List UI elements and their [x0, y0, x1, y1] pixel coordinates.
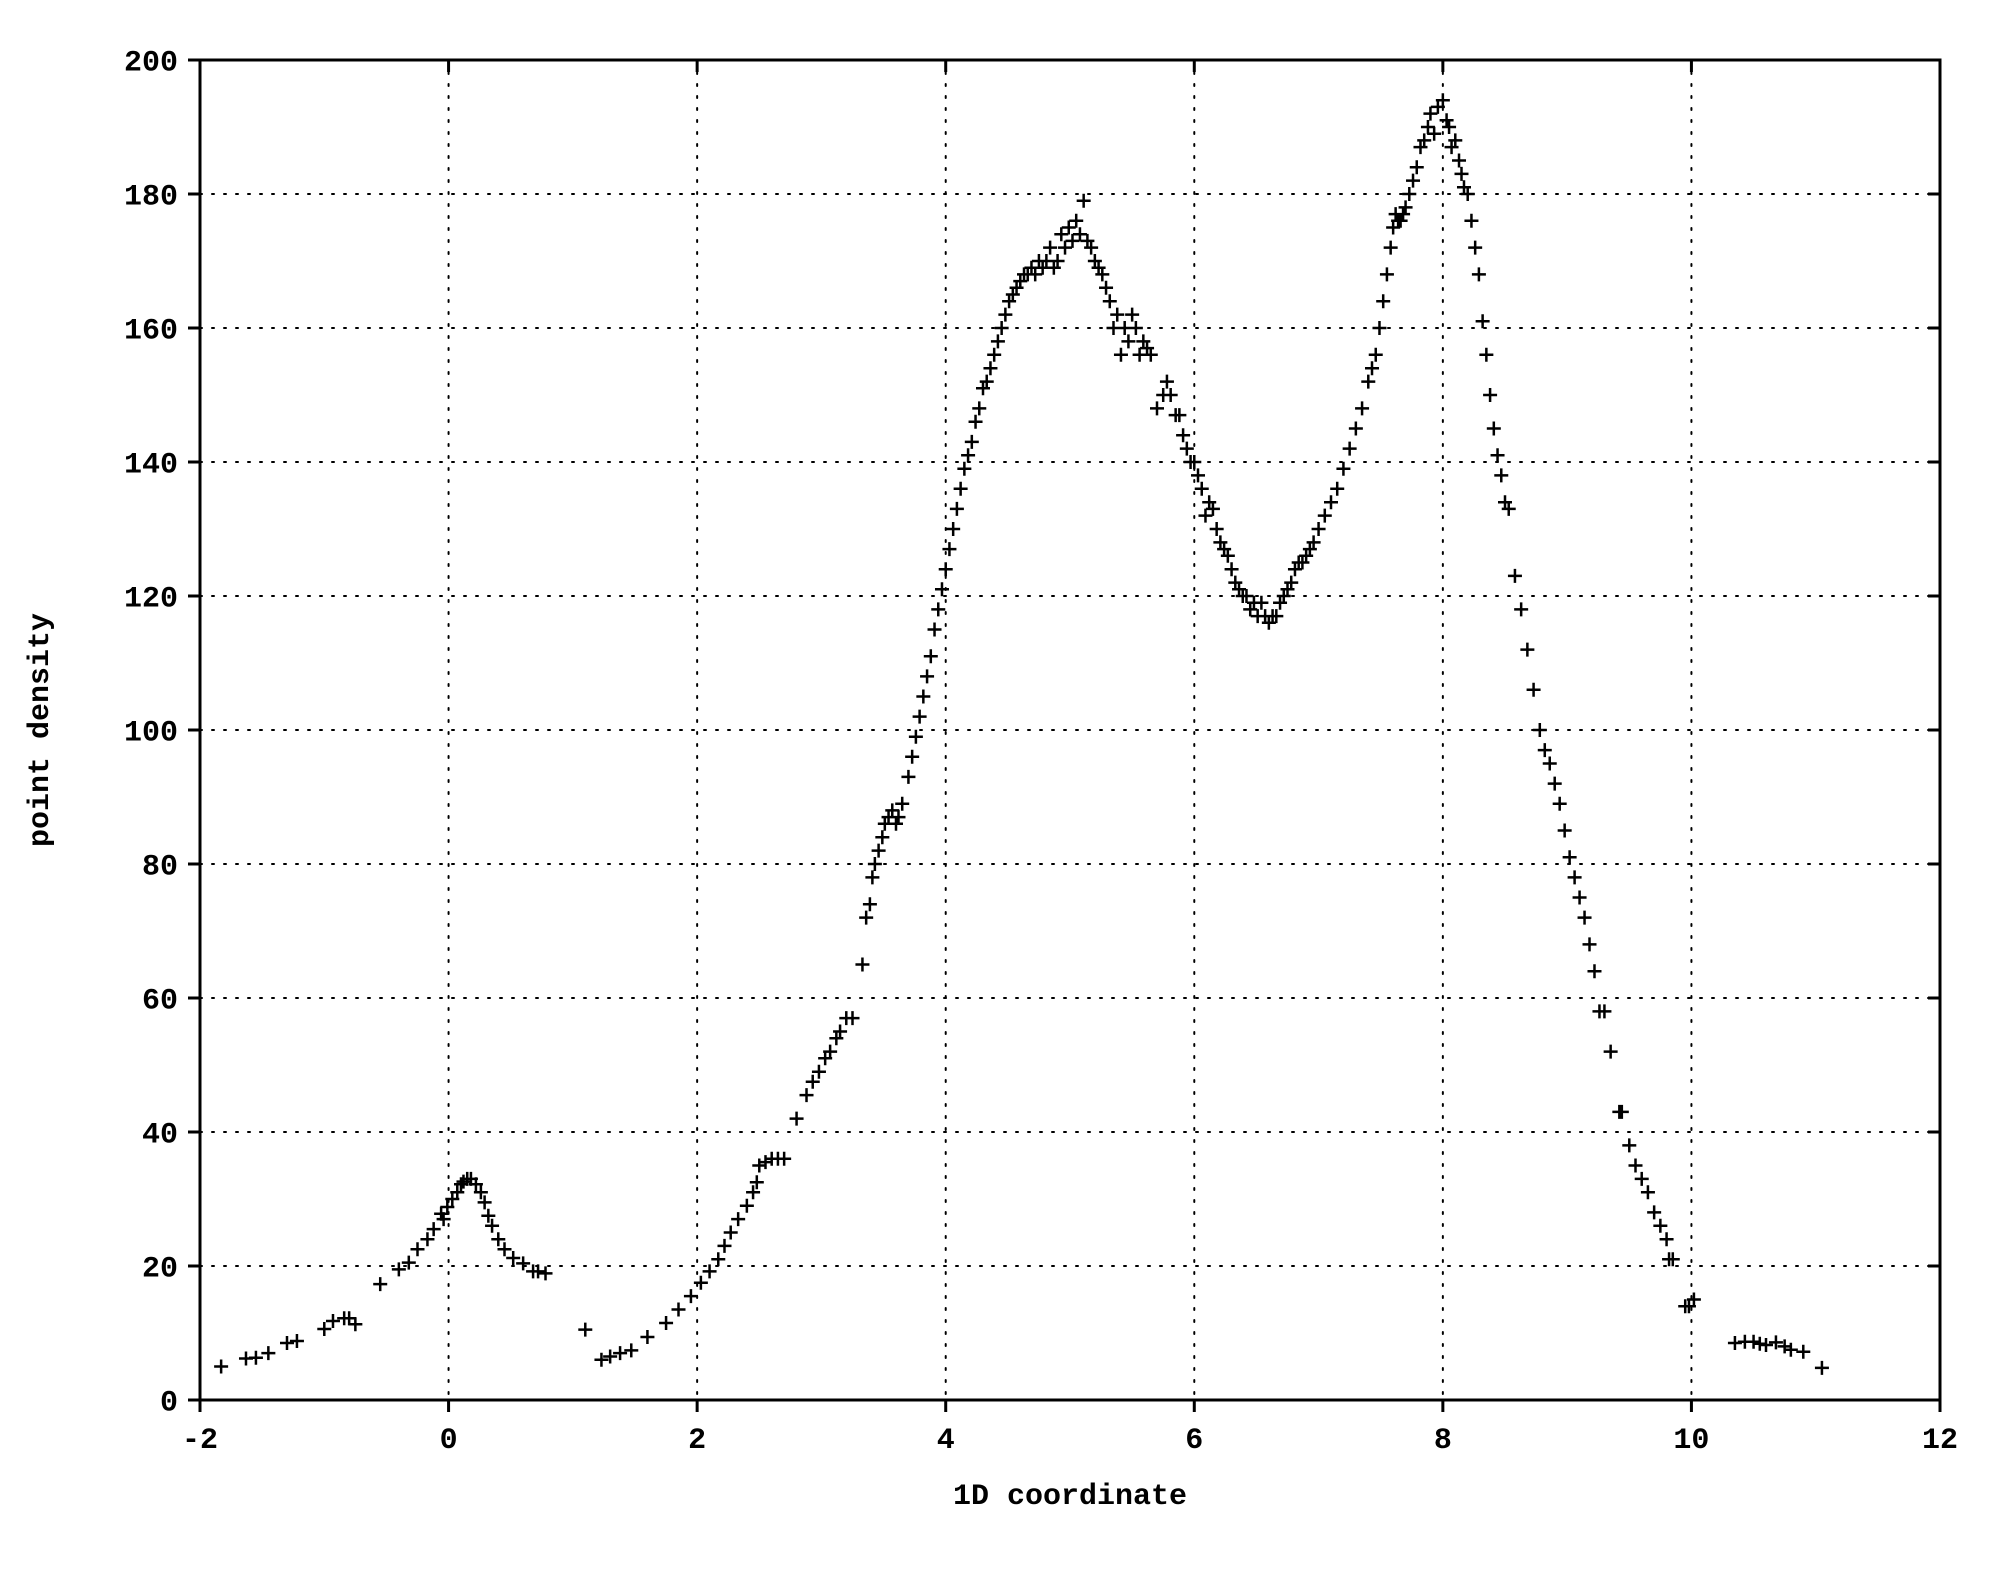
y-tick-label: 180 — [124, 181, 178, 215]
x-tick-label: 6 — [1185, 1424, 1203, 1458]
y-tick-label: 60 — [142, 985, 178, 1019]
x-tick-label: -2 — [182, 1424, 218, 1458]
x-tick-label: 0 — [440, 1424, 458, 1458]
x-axis-label: 1D coordinate — [953, 1480, 1187, 1514]
y-tick-label: 120 — [124, 583, 178, 617]
chart-container: -20246810120204060801001201401601802001D… — [0, 0, 2000, 1573]
y-tick-label: 20 — [142, 1253, 178, 1287]
y-axis-label: point density — [24, 613, 58, 847]
y-tick-label: 80 — [142, 851, 178, 885]
y-tick-label: 200 — [124, 47, 178, 81]
y-tick-label: 160 — [124, 315, 178, 349]
scatter-chart: -20246810120204060801001201401601802001D… — [0, 0, 2000, 1573]
x-tick-label: 2 — [688, 1424, 706, 1458]
x-tick-label: 10 — [1673, 1424, 1709, 1458]
x-tick-label: 12 — [1922, 1424, 1958, 1458]
y-tick-label: 40 — [142, 1119, 178, 1153]
y-tick-label: 140 — [124, 449, 178, 483]
y-tick-label: 100 — [124, 717, 178, 751]
x-tick-label: 8 — [1434, 1424, 1452, 1458]
y-tick-label: 0 — [160, 1387, 178, 1421]
x-tick-label: 4 — [937, 1424, 955, 1458]
